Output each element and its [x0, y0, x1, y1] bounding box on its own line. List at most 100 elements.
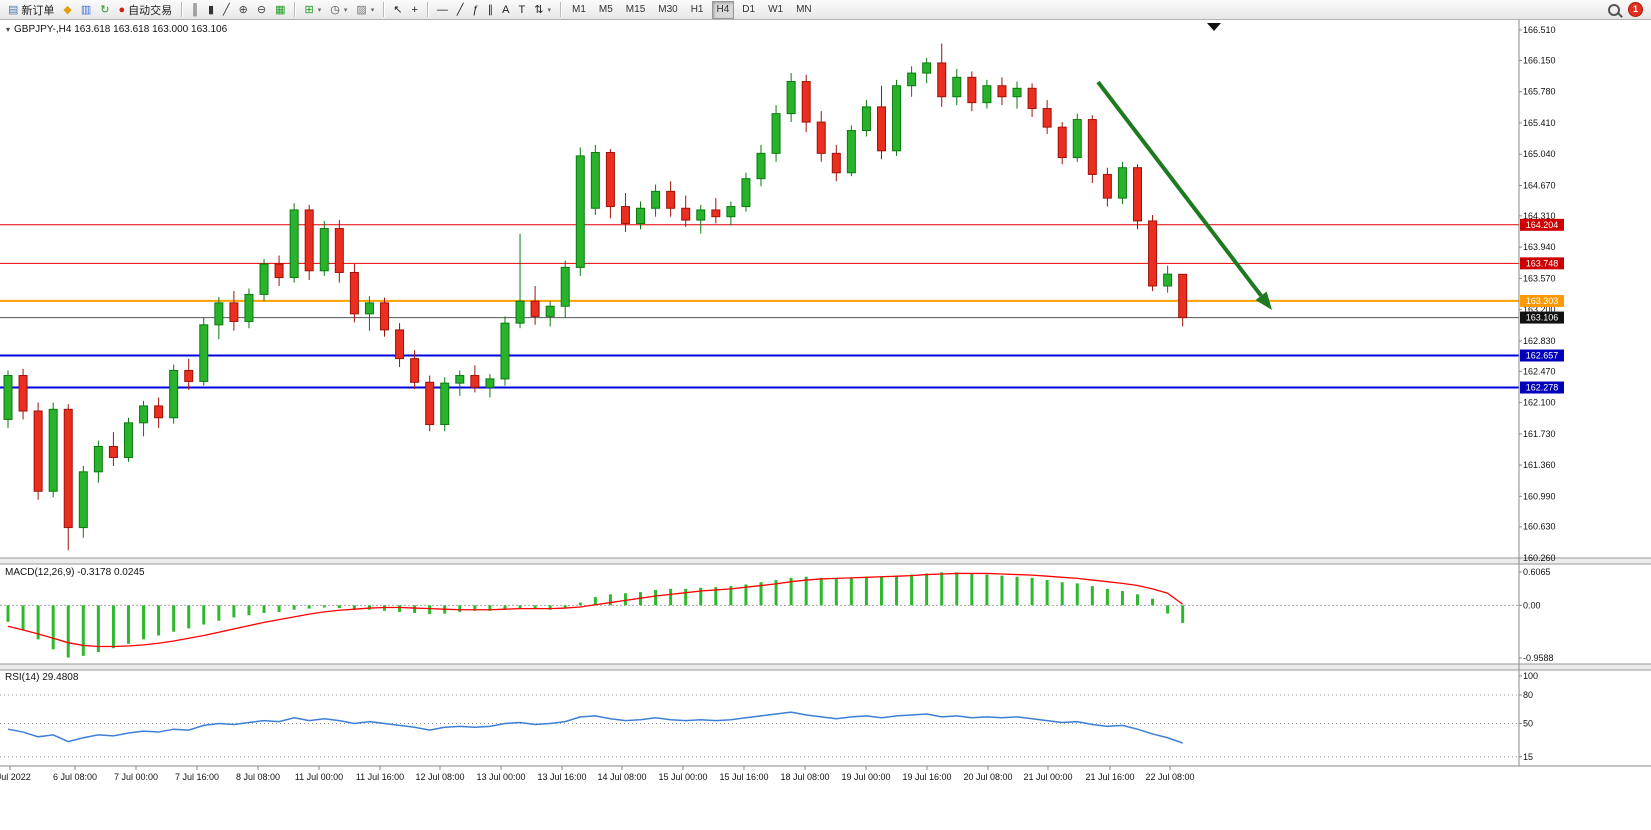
bar-chart-button[interactable]: ║	[187, 0, 203, 20]
candle-body	[1117, 167, 1127, 199]
price-axis-label: 165.410	[1523, 118, 1556, 128]
price-axis-label: 160.260	[1523, 553, 1556, 563]
candle-body	[1178, 273, 1188, 319]
price-tag-label: 163.106	[1526, 313, 1559, 323]
candle-body	[801, 81, 811, 123]
autotrade-button[interactable]: ● 自动交易	[115, 0, 177, 20]
zoom-in-button[interactable]: ⊕	[235, 0, 252, 20]
time-axis-label: 7 Jul 00:00	[114, 772, 158, 782]
toolbar-separator	[559, 2, 561, 17]
zoom-in-icon: ⊕	[238, 3, 248, 16]
autotrade-label: 自动交易	[128, 4, 173, 17]
notification-badge[interactable]: 1	[1628, 2, 1643, 17]
time-axis-label: 8 Jul 08:00	[236, 772, 280, 782]
hline-tool-button[interactable]: —	[433, 0, 452, 20]
new-order-label: 新订单	[21, 4, 55, 17]
trend-arrow-line[interactable]	[1096, 80, 1263, 297]
chevron-down-icon: ▾	[317, 6, 322, 14]
templates-button[interactable]: ▨ ▾	[352, 0, 378, 20]
time-axis-label: 6 Jul 2022	[0, 772, 31, 782]
price-axis-label: 165.040	[1523, 149, 1556, 159]
monitor-icon: ▥	[80, 3, 92, 16]
timeframe-M30[interactable]: M30	[658, 3, 678, 15]
candle-body	[620, 206, 630, 224]
price-axis-label: 160.630	[1523, 522, 1556, 532]
fibo-tool-button[interactable]: ƒ	[469, 0, 483, 20]
toolbar-separator	[181, 2, 183, 17]
tile-windows-button[interactable]: ▦	[271, 0, 289, 20]
market-watch-button[interactable]: ▥	[77, 0, 95, 20]
time-axis-label: 15 Jul 16:00	[719, 772, 768, 782]
candle-body	[364, 302, 374, 315]
line-chart-button[interactable]: ╱	[219, 0, 234, 20]
candle-body	[18, 375, 28, 412]
charts-button[interactable]: ◆	[59, 0, 75, 20]
grid-icon: ▦	[275, 3, 286, 16]
trendline-tool-button[interactable]: ╱	[453, 0, 468, 20]
trend-arrow-head[interactable]	[1255, 291, 1272, 310]
text-icon: A	[502, 3, 510, 16]
price-axis-label: 163.570	[1523, 273, 1556, 283]
symbol-dropdown-icon[interactable]: ▾	[6, 25, 11, 34]
template-icon: ▨	[356, 3, 367, 16]
price-tag-label: 162.278	[1526, 383, 1559, 393]
new-order-button[interactable]: ▤ 新订单	[4, 0, 58, 20]
channel-tool-button[interactable]: ∥	[484, 0, 498, 20]
time-axis-label: 6 Jul 08:00	[53, 772, 97, 782]
toolbar-separator	[294, 2, 296, 17]
candle-body	[108, 445, 118, 458]
candle-body	[696, 209, 706, 221]
crosshair-button[interactable]: +	[407, 0, 421, 20]
candle-body	[681, 207, 691, 221]
timeframe-M5[interactable]: M5	[598, 3, 613, 15]
candle-body	[575, 155, 585, 268]
new-chart-button[interactable]: ⊞ ▾	[300, 0, 325, 20]
line-icon: ╱	[223, 3, 230, 16]
timeframe-H4[interactable]: H4	[711, 0, 735, 19]
refresh-button[interactable]: ↻	[96, 0, 113, 20]
timeframe-D1[interactable]: D1	[742, 3, 756, 15]
candle-body	[1133, 167, 1142, 222]
candle-body	[395, 329, 405, 360]
rsi-axis-label: 15	[1523, 752, 1533, 762]
candle-body	[3, 375, 13, 420]
timeframe-M1[interactable]: M1	[571, 3, 586, 15]
label-tool-button[interactable]: T	[515, 0, 530, 20]
candle-body	[500, 322, 510, 380]
candle-body	[1087, 119, 1097, 175]
timeframe-W1[interactable]: W1	[768, 3, 784, 15]
arrows-tool-button[interactable]: ⇅ ▾	[530, 0, 555, 20]
candle-body	[1057, 126, 1067, 159]
candle-body	[560, 266, 570, 307]
candle-body	[319, 228, 329, 272]
candle-body	[139, 405, 149, 424]
pane-separator[interactable]	[0, 664, 1651, 670]
chart-shift-marker[interactable]	[1207, 23, 1221, 31]
price-tag-label: 162.657	[1526, 351, 1559, 361]
candles-icon: ▮	[207, 3, 215, 16]
candlestick-chart-button[interactable]: ▮	[204, 0, 218, 20]
text-tool-button[interactable]: A	[498, 0, 513, 20]
cursor-button[interactable]: ↖	[389, 0, 406, 20]
price-axis-label: 163.200	[1523, 305, 1556, 315]
chart-diamond-icon: ◆	[63, 3, 72, 16]
candle-body	[410, 358, 420, 383]
time-axis-label: 7 Jul 16:00	[175, 772, 219, 782]
candle-body	[184, 369, 194, 382]
candle-body	[244, 293, 254, 322]
timeframe-H1[interactable]: H1	[690, 3, 704, 15]
pane-separator[interactable]	[0, 558, 1651, 564]
zoom-out-button[interactable]: ⊖	[253, 0, 270, 20]
arrows-icon: ⇅	[534, 3, 544, 16]
candle-body	[741, 178, 751, 208]
timeframe-MN[interactable]: MN	[796, 3, 812, 15]
candle-body	[380, 302, 389, 331]
candle-body	[33, 410, 43, 492]
timeframe-M15[interactable]: M15	[625, 3, 646, 15]
search-icon[interactable]	[1608, 3, 1620, 16]
candle-body	[289, 209, 299, 279]
candle-body	[349, 271, 359, 315]
period-button[interactable]: ◷ ▾	[326, 0, 351, 20]
price-axis-label: 163.940	[1523, 242, 1556, 252]
candle-body	[470, 375, 480, 388]
